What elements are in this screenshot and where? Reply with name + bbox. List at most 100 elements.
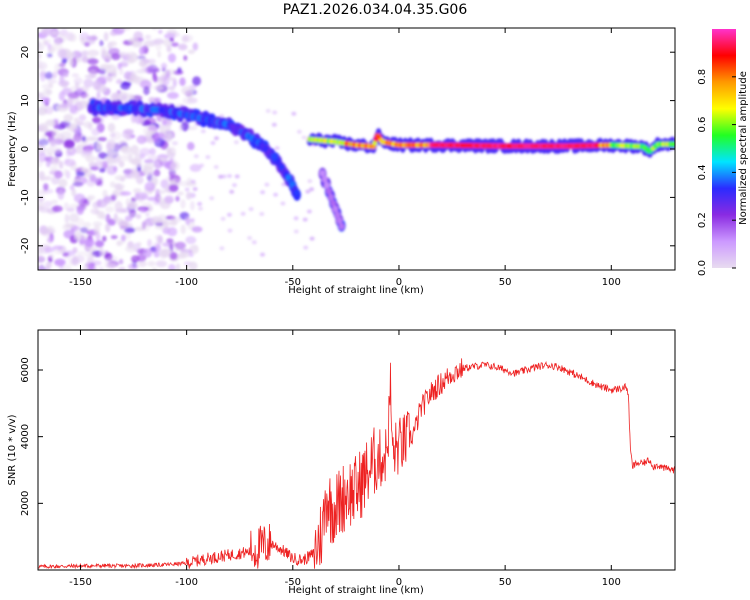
noise-blob	[59, 120, 72, 128]
snr-x-label: Height of straight line (km)	[288, 585, 424, 596]
noise-blob	[49, 165, 59, 172]
noise-blob	[44, 40, 49, 47]
noise-blob	[185, 216, 191, 226]
noise-blob	[158, 29, 163, 34]
noise-blob	[188, 252, 194, 257]
noise-blob	[109, 131, 122, 141]
noise-blob	[187, 49, 195, 54]
noise-blob	[191, 226, 203, 233]
noise-blob	[154, 132, 165, 139]
noise-blob	[130, 197, 137, 203]
noise-blob	[92, 80, 102, 90]
x-tick-label: 100	[602, 577, 621, 588]
noise-blob	[128, 77, 139, 83]
noise-blob	[113, 217, 124, 222]
snr-y-label: SNR (10 * v/v)	[7, 414, 18, 485]
x-tick-label: -50	[285, 577, 301, 588]
noise-blob	[127, 59, 135, 64]
noise-blob	[169, 179, 176, 185]
noise-blob	[139, 207, 147, 214]
noise-blob	[192, 42, 199, 51]
noise-blob	[233, 140, 239, 145]
noise-blob	[81, 36, 86, 45]
noise-blob	[103, 31, 109, 42]
noise-blob	[178, 43, 188, 51]
noise-blob	[172, 78, 177, 88]
x-tick-label: 100	[602, 277, 621, 288]
x-tick-label: -150	[69, 277, 92, 288]
noise-blob	[166, 132, 172, 143]
noise-blob	[121, 81, 132, 86]
noise-blob	[83, 222, 92, 228]
noise-blob	[38, 189, 48, 196]
noise-blob	[86, 136, 98, 141]
noise-blob	[90, 166, 100, 171]
noise-blob	[64, 223, 76, 228]
noise-blob	[54, 170, 63, 179]
noise-blob	[168, 85, 176, 91]
noise-blob	[189, 218, 195, 223]
noise-blob	[145, 162, 155, 170]
noise-blob	[136, 254, 147, 262]
noise-blob	[106, 76, 114, 82]
colorbar-tick-label: 0.6	[697, 117, 708, 133]
noise-blob	[44, 71, 53, 80]
noise-blob	[58, 80, 70, 87]
x-tick-label: -100	[175, 277, 198, 288]
noise-blob	[138, 260, 147, 268]
y-tick-label: 4000	[20, 424, 31, 449]
noise-blob	[183, 55, 188, 61]
noise-blob	[105, 223, 111, 233]
noise-blob	[180, 199, 186, 209]
noise-blob	[82, 56, 89, 63]
noise-blob	[39, 72, 47, 82]
noise-blob	[274, 146, 280, 151]
noise-blob	[98, 68, 107, 75]
noise-blob	[99, 167, 106, 173]
spectrogram-y-label: Frequency (Hz)	[7, 111, 18, 187]
noise-blob	[159, 198, 166, 206]
noise-blob	[75, 217, 85, 227]
noise-blob	[121, 94, 128, 102]
noise-blob	[88, 143, 96, 149]
noise-blob	[153, 75, 158, 83]
noise-blob	[38, 206, 50, 213]
noise-blob	[53, 137, 61, 143]
noise-blob	[68, 203, 80, 209]
noise-blob	[280, 201, 286, 206]
noise-blob	[162, 226, 172, 234]
noise-blob	[219, 114, 225, 118]
noise-blob	[63, 202, 69, 211]
noise-blob	[61, 58, 68, 64]
noise-blob	[48, 82, 54, 89]
noise-blob	[59, 131, 72, 139]
spectrogram-data	[38, 28, 675, 270]
noise-blob	[135, 214, 142, 219]
noise-blob	[166, 238, 174, 244]
noise-blob	[51, 142, 57, 148]
noise-blob	[177, 67, 182, 73]
noise-blob	[85, 253, 96, 259]
noise-blob	[171, 32, 181, 37]
noise-blob	[109, 181, 116, 188]
noise-blob	[120, 207, 132, 213]
noise-blob	[94, 240, 105, 248]
noise-blob	[182, 34, 194, 43]
x-tick-label: -150	[69, 577, 92, 588]
noise-blob	[95, 199, 108, 208]
noise-blob	[227, 174, 232, 178]
x-tick-label: 0	[396, 577, 402, 588]
noise-blob	[151, 28, 158, 31]
noise-blob	[103, 250, 110, 260]
noise-blob	[155, 243, 161, 252]
noise-blob	[136, 176, 144, 185]
noise-blob	[107, 160, 113, 170]
noise-blob	[72, 227, 80, 232]
colorbar-ticks: 0.0 0.2 0.4 0.6 0.8	[697, 69, 736, 276]
y-tick-label: 0	[20, 146, 31, 152]
noise-blob	[129, 169, 139, 180]
noise-blob	[107, 153, 114, 160]
noise-blob	[296, 129, 302, 134]
noise-blob	[38, 171, 45, 179]
noise-blob	[240, 211, 246, 216]
